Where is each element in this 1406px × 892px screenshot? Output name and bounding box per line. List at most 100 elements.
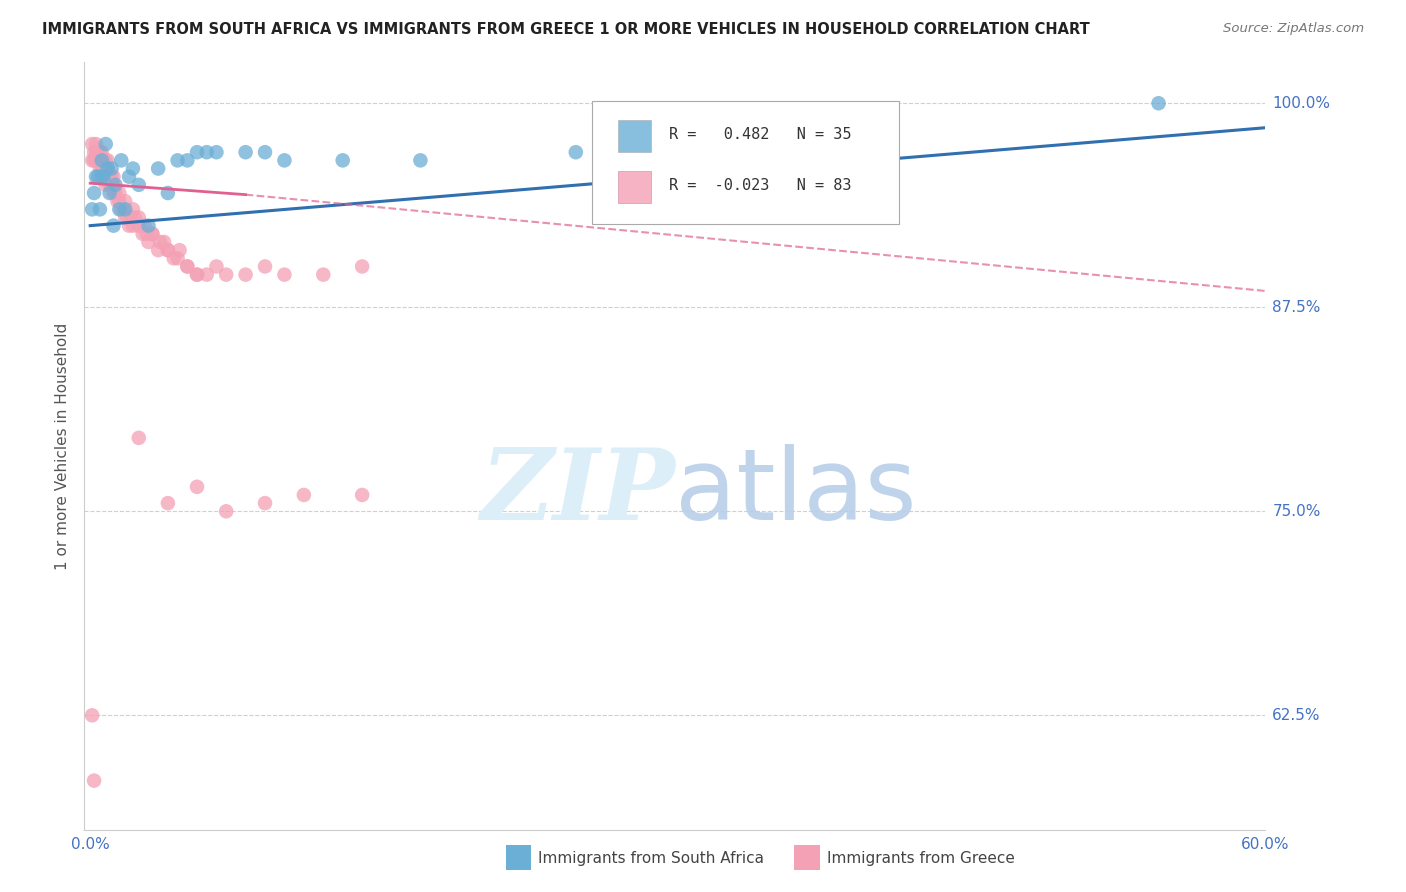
Point — [332, 153, 354, 168]
FancyBboxPatch shape — [619, 120, 651, 153]
Point — [83, 153, 105, 168]
Point — [141, 227, 163, 241]
Point — [89, 153, 111, 168]
Point — [100, 169, 122, 184]
Point — [93, 161, 115, 176]
Point — [156, 243, 179, 257]
Text: 0.0%: 0.0% — [70, 837, 110, 852]
Text: 87.5%: 87.5% — [1272, 300, 1320, 315]
Point — [118, 169, 141, 184]
Point — [97, 153, 120, 168]
Text: 100.0%: 100.0% — [1272, 95, 1330, 111]
Point — [100, 178, 122, 192]
Point — [114, 211, 136, 225]
Point — [120, 211, 142, 225]
Point — [235, 145, 257, 160]
Point — [253, 145, 276, 160]
Point — [83, 773, 105, 788]
Point — [128, 431, 150, 445]
Point — [83, 145, 105, 160]
Point — [169, 243, 191, 257]
Point — [89, 161, 111, 176]
Point — [94, 153, 117, 168]
Point — [90, 169, 112, 184]
Point — [215, 504, 238, 518]
Point — [138, 219, 160, 233]
Point — [128, 211, 150, 225]
Point — [186, 145, 208, 160]
Point — [114, 202, 136, 217]
Point — [87, 145, 110, 160]
Text: Immigrants from Greece: Immigrants from Greece — [827, 851, 1015, 865]
Point — [84, 145, 107, 160]
Text: 60.0%: 60.0% — [1241, 837, 1289, 852]
Point — [156, 496, 179, 510]
Point — [103, 169, 125, 184]
Point — [565, 145, 588, 160]
Point — [148, 243, 170, 257]
Point — [115, 211, 138, 225]
Point — [122, 202, 145, 217]
Point — [186, 268, 208, 282]
Point — [84, 153, 107, 168]
Point — [409, 153, 432, 168]
Point — [103, 186, 125, 200]
Point — [90, 153, 112, 168]
Point — [84, 169, 107, 184]
Point — [93, 169, 115, 184]
Point — [186, 480, 208, 494]
Point — [105, 194, 128, 209]
Point — [122, 219, 145, 233]
Text: R =   0.482   N = 35: R = 0.482 N = 35 — [669, 128, 852, 142]
Point — [166, 153, 188, 168]
FancyBboxPatch shape — [592, 101, 900, 224]
Point — [205, 260, 228, 274]
Point — [195, 145, 218, 160]
Point — [156, 243, 179, 257]
Point — [98, 178, 121, 192]
Point — [108, 202, 131, 217]
Point — [156, 186, 179, 200]
Point — [195, 268, 218, 282]
Point — [176, 153, 198, 168]
Point — [148, 161, 170, 176]
Point — [1147, 96, 1170, 111]
Point — [124, 211, 146, 225]
Point — [108, 186, 131, 200]
Point — [94, 161, 117, 176]
Point — [134, 219, 156, 233]
Point — [89, 145, 111, 160]
Point — [94, 161, 117, 176]
FancyBboxPatch shape — [619, 170, 651, 202]
Text: 62.5%: 62.5% — [1272, 708, 1320, 723]
Point — [82, 136, 104, 151]
Point — [122, 161, 145, 176]
Point — [90, 145, 112, 160]
Text: Source: ZipAtlas.com: Source: ZipAtlas.com — [1223, 22, 1364, 36]
Y-axis label: 1 or more Vehicles in Household: 1 or more Vehicles in Household — [55, 322, 70, 570]
Point — [176, 260, 198, 274]
Point — [166, 252, 188, 266]
Point — [93, 153, 115, 168]
Text: atlas: atlas — [675, 443, 917, 541]
Point — [94, 178, 117, 192]
Point — [235, 268, 257, 282]
Text: Immigrants from South Africa: Immigrants from South Africa — [538, 851, 765, 865]
Point — [273, 153, 295, 168]
Point — [149, 235, 172, 249]
Point — [352, 488, 374, 502]
Point — [135, 227, 157, 241]
Point — [97, 169, 120, 184]
Point — [176, 260, 198, 274]
Point — [186, 268, 208, 282]
Point — [100, 161, 122, 176]
Text: R =  -0.023   N = 83: R = -0.023 N = 83 — [669, 178, 852, 193]
Point — [141, 227, 163, 241]
Point — [131, 227, 153, 241]
Point — [112, 202, 135, 217]
Point — [90, 153, 112, 168]
Point — [273, 268, 295, 282]
Point — [138, 235, 160, 249]
Point — [94, 136, 117, 151]
Point — [87, 153, 110, 168]
